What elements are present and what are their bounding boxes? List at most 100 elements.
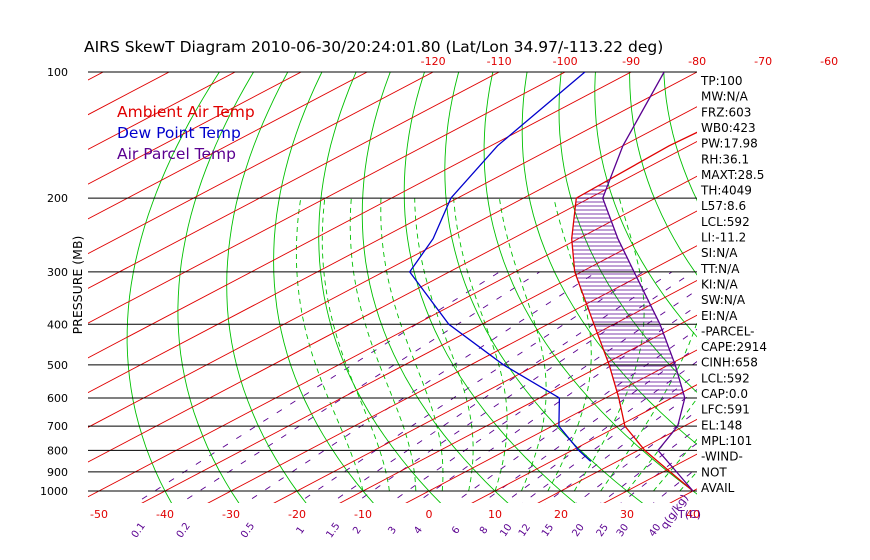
bottom-tick-label: -10 [354, 508, 372, 521]
isotherm-line [88, 72, 633, 359]
isotherm-line [273, 279, 697, 503]
bottom-tick-label: 10 [488, 508, 502, 521]
moist-adiabat-line [498, 198, 547, 492]
index-label: CINH:658 [701, 356, 758, 370]
mixing-ratio-line [389, 289, 697, 503]
moist-adiabat-line [573, 197, 645, 492]
bottom-tick-label: -30 [222, 508, 240, 521]
mixing-ratio-label: 12 [517, 522, 533, 539]
x-unit-label: T(C) [677, 508, 701, 521]
index-label: FRZ:603 [701, 105, 751, 119]
mixing-ratio-line [503, 361, 697, 503]
isotherm-line [88, 72, 369, 220]
dry-adiabat-line [361, 72, 509, 503]
dry-adiabat-line [273, 72, 374, 503]
mixing-ratio-line [415, 305, 697, 503]
top-tick-labels: -120-110-100-90-80-70-60-50-40 [421, 55, 838, 68]
dry-adiabat-line [663, 72, 697, 202]
index-label: KI:N/A [701, 277, 738, 291]
isotherm-line [88, 175, 697, 498]
y-tick-label: 300 [47, 266, 68, 279]
series-line-2 [602, 72, 694, 492]
isotherm-line [88, 72, 567, 324]
dry-adiabat-line [483, 72, 697, 495]
bottom-tick-label: 30 [620, 508, 634, 521]
bottom-tick-labels: -50 -40 -30 -20 -10 0 10 20 30 40 [90, 508, 700, 521]
moist-adiabat-line [295, 198, 364, 492]
dry-adiabat-line [829, 53, 870, 517]
mixing-ratio-line [545, 389, 697, 503]
mixing-ratio-label: 0.2 [175, 521, 193, 540]
top-tick-label: -80 [688, 55, 706, 68]
dry-adiabat-line [594, 72, 697, 338]
moist-adiabat-line [349, 198, 417, 491]
index-label: MAXT:28.5 [701, 168, 764, 182]
isotherm-line [88, 72, 697, 394]
mixing-ratio-line [652, 467, 697, 503]
bottom-tick-label: -50 [90, 508, 108, 521]
index-label: MW:N/A [701, 90, 749, 104]
y-tick-label: 800 [47, 444, 68, 457]
top-tick-label: -60 [820, 55, 838, 68]
isotherm-line [777, 53, 870, 517]
mixing-ratio-labels: 0.1 0.2 0.5 1 1.5 2 3 4 6 8 10 12 15 20 25 30 40 [130, 521, 664, 540]
dry-adiabat-line [318, 72, 442, 503]
cape-hatch [571, 181, 685, 399]
mixing-ratio-label: 6 [450, 525, 463, 537]
isotherm-line [88, 72, 303, 185]
y-tick-label: 100 [47, 66, 68, 79]
bottom-tick-label: 0 [426, 508, 433, 521]
dry-adiabat-line [763, 53, 870, 517]
dry-adiabat-line [403, 72, 576, 503]
isotherm-line [88, 72, 501, 289]
top-tick-label: -90 [622, 55, 640, 68]
bottom-tick-label: -40 [156, 508, 174, 521]
index-label: CAPE:2914 [701, 340, 767, 354]
mixing-ratio-label: 25 [595, 522, 611, 539]
series-line-1 [408, 72, 592, 462]
legend: Ambient Air Temp Dew Point Temp Air Parc… [117, 103, 255, 163]
top-tick-label: -110 [487, 55, 512, 68]
mixing-ratio-line [244, 271, 597, 503]
isotherm-line [88, 72, 435, 255]
mixing-ratio-label: 15 [540, 522, 556, 539]
mixing-ratio-label: 2 [351, 525, 364, 537]
index-label: EL:148 [701, 418, 742, 432]
dry-adiabat-line [558, 72, 697, 393]
isotherms [0, 53, 870, 517]
bottom-tick-label: -20 [288, 508, 306, 521]
index-label: -PARCEL- [701, 324, 755, 338]
index-label: LFC:591 [701, 403, 750, 417]
mixing-ratio-label: 20 [570, 522, 586, 539]
top-tick-label: -70 [754, 55, 772, 68]
isotherm-line [141, 210, 697, 503]
mixing-ratio-lines [135, 271, 697, 503]
isotherm-line [471, 384, 697, 503]
isotherm-line [339, 314, 697, 503]
isotherm-line [88, 72, 171, 116]
mixing-ratio-label: 10 [498, 522, 514, 539]
index-label: -WIND- [701, 450, 743, 464]
mixing-ratio-line [600, 427, 697, 503]
top-tick-label: -120 [421, 55, 446, 68]
y-axis-label: PRESSURE (MB) [70, 236, 85, 335]
chart-title: AIRS SkewT Diagram 2010-06-30/20:24:01.8… [84, 38, 663, 56]
mixing-ratio-line [453, 328, 697, 503]
y-tick-label: 700 [47, 420, 68, 433]
index-label: TP:100 [700, 74, 743, 88]
index-label: WB0:423 [701, 121, 756, 135]
isotherm-line [207, 245, 697, 503]
mixing-ratio-label: 4 [412, 525, 425, 537]
legend-dew-point-temp: Dew Point Temp [117, 124, 241, 142]
index-label: SW:N/A [701, 293, 746, 307]
mixing-ratio-label: 30 [615, 522, 631, 539]
dry-adiabat-line [126, 72, 220, 503]
isotherm-line [88, 141, 697, 463]
y-tick-label: 900 [47, 466, 68, 479]
dry-adiabat-line [444, 72, 644, 503]
y-tick-label: 400 [47, 318, 68, 331]
isotherm-line [0, 53, 8, 517]
y-tick-labels: 100 200 300 400 500 600 700 800 900 1000 [40, 66, 68, 498]
